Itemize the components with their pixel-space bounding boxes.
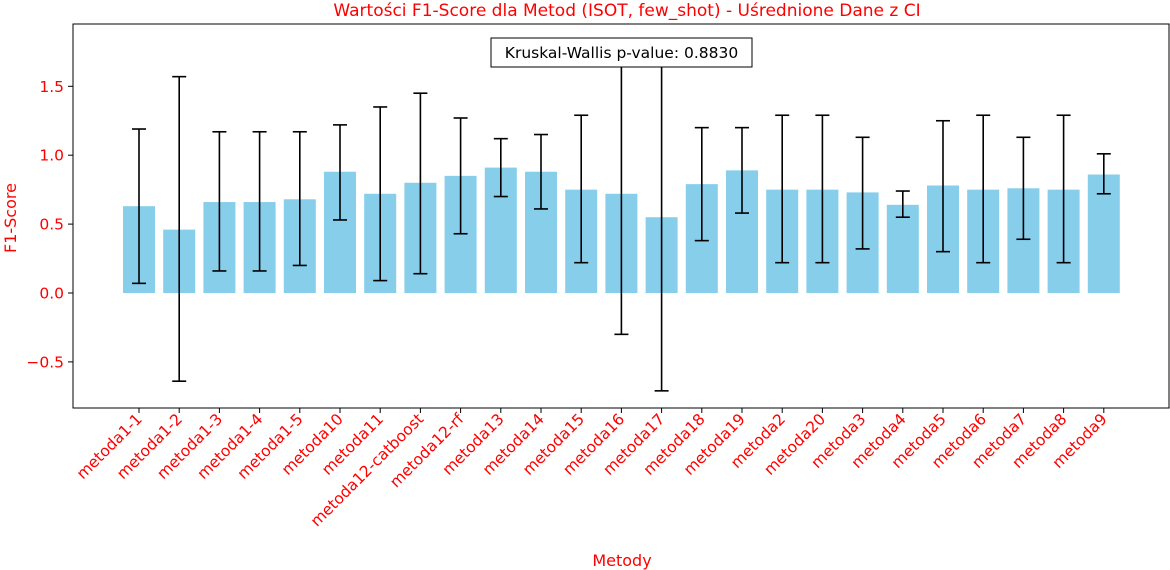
y-tick-label: 1.0 bbox=[39, 147, 64, 165]
y-axis-label: F1-Score bbox=[1, 183, 20, 253]
annotation-box: Kruskal-Wallis p-value: 0.8830 bbox=[490, 37, 753, 68]
error-bar-metoda18 bbox=[694, 126, 709, 242]
error-bar-metoda11 bbox=[373, 106, 388, 282]
error-bar-metoda1-4 bbox=[252, 130, 267, 272]
error-bar-metoda5 bbox=[936, 119, 950, 253]
annotation-frame bbox=[490, 37, 753, 68]
error-bar-metoda6 bbox=[976, 114, 991, 264]
error-bar-metoda12-catboost bbox=[413, 92, 428, 275]
error-bar-metoda9 bbox=[1096, 153, 1111, 195]
error-bar-metoda19 bbox=[735, 126, 749, 214]
error-bar-metoda10 bbox=[333, 124, 347, 221]
annotation-text: Kruskal-Wallis p-value: 0.8830 bbox=[505, 44, 738, 62]
error-bar-metoda8 bbox=[1056, 114, 1071, 264]
x-axis-label: Metody bbox=[592, 551, 651, 570]
y-axis-ticks: −0.5 0.0 0.5 1.0 1.5 bbox=[26, 78, 73, 371]
error-bar-metoda1-5 bbox=[292, 130, 307, 267]
error-bar-metoda1-3 bbox=[212, 130, 227, 272]
error-bar-metoda1-1 bbox=[132, 128, 146, 285]
y-tick-label: 0.0 bbox=[39, 285, 64, 303]
x-axis-ticks: metoda1-1metoda1-2metoda1-3metoda1-4meto… bbox=[73, 408, 1111, 530]
error-bar-metoda20 bbox=[815, 114, 830, 264]
y-tick-label: 1.5 bbox=[39, 78, 64, 96]
error-bar-metoda7 bbox=[1016, 136, 1031, 241]
error-bar-metoda2 bbox=[775, 114, 790, 264]
y-tick-label: 0.5 bbox=[39, 216, 64, 234]
error-bar-metoda1-2 bbox=[172, 75, 187, 382]
bar-metoda4 bbox=[886, 204, 919, 293]
error-bar-metoda15 bbox=[574, 114, 589, 264]
y-tick-label: −0.5 bbox=[26, 353, 64, 371]
error-bar-metoda4 bbox=[895, 190, 910, 219]
error-bar-metoda13 bbox=[493, 137, 508, 198]
error-bar-metoda3 bbox=[855, 136, 870, 250]
error-bar-metoda12-rf bbox=[453, 117, 468, 235]
chart-title: Wartości F1-Score dla Metod (ISOT, few_s… bbox=[333, 1, 920, 21]
error-bar-metoda14 bbox=[534, 133, 548, 210]
